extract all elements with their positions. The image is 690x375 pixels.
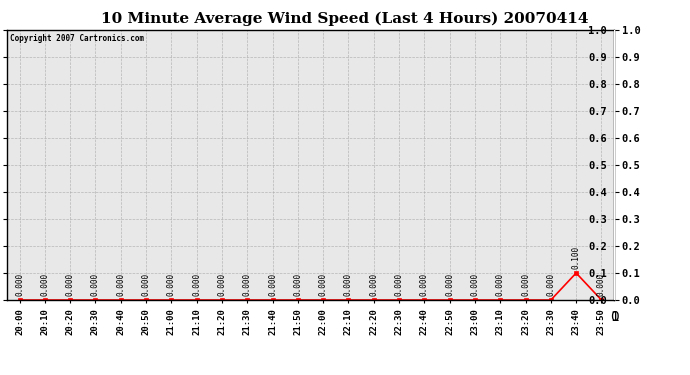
Text: 0.000: 0.000 (395, 273, 404, 296)
Text: 0.000: 0.000 (521, 273, 530, 296)
Text: 0.000: 0.000 (445, 273, 454, 296)
Text: 0.000: 0.000 (420, 273, 429, 296)
Text: 0.000: 0.000 (293, 273, 302, 296)
Text: 0.000: 0.000 (192, 273, 201, 296)
Text: 0.000: 0.000 (116, 273, 126, 296)
Text: 0.000: 0.000 (268, 273, 277, 296)
Text: 0.000: 0.000 (91, 273, 100, 296)
Text: 0.000: 0.000 (597, 273, 606, 296)
Text: 0.000: 0.000 (15, 273, 24, 296)
Text: 0.000: 0.000 (217, 273, 226, 296)
Text: 0.100: 0.100 (571, 246, 581, 269)
Text: 0.000: 0.000 (319, 273, 328, 296)
Text: 0.000: 0.000 (369, 273, 378, 296)
Text: 0.000: 0.000 (40, 273, 50, 296)
Text: 0.000: 0.000 (141, 273, 150, 296)
Text: 0.000: 0.000 (471, 273, 480, 296)
Text: 0.000: 0.000 (66, 273, 75, 296)
Text: 0.000: 0.000 (167, 273, 176, 296)
Text: 0.000: 0.000 (344, 273, 353, 296)
Text: 0.000: 0.000 (243, 273, 252, 296)
Text: 0.000: 0.000 (546, 273, 555, 296)
Text: Copyright 2007 Cartronics.com: Copyright 2007 Cartronics.com (10, 34, 144, 43)
Text: 0.000: 0.000 (495, 273, 505, 296)
Text: 10 Minute Average Wind Speed (Last 4 Hours) 20070414: 10 Minute Average Wind Speed (Last 4 Hou… (101, 11, 589, 26)
